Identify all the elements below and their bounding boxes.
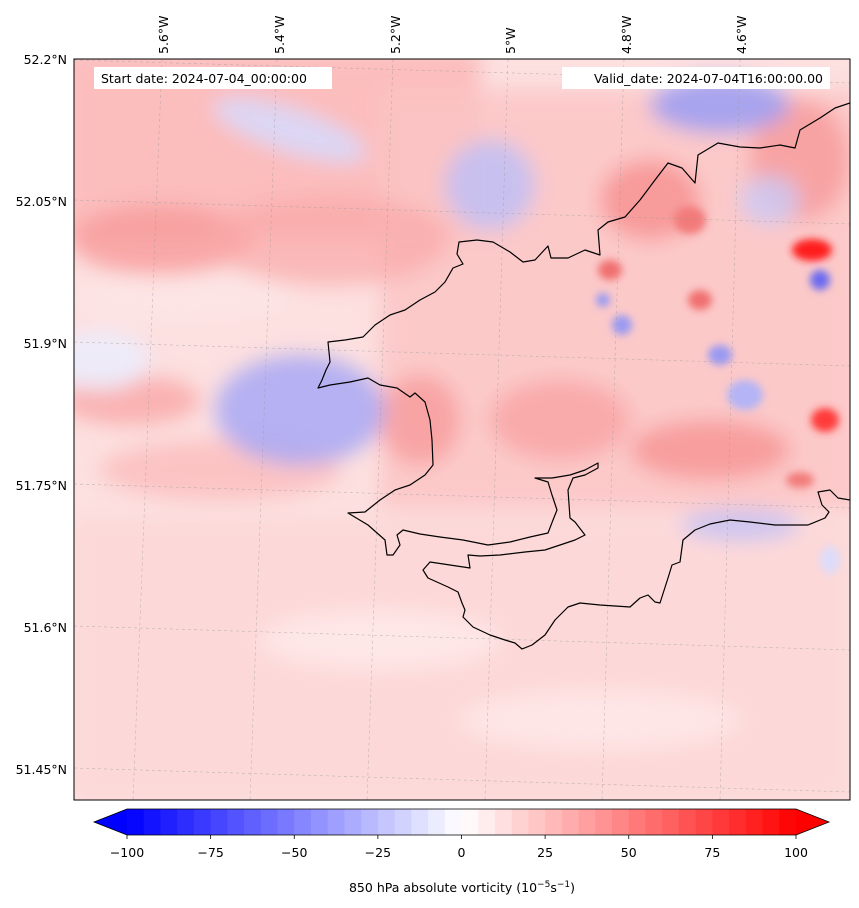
colorbar-swatch <box>578 809 596 835</box>
colorbar-swatch <box>361 809 379 835</box>
colorbar-swatch <box>561 809 579 835</box>
colorbar-swatch <box>344 809 362 835</box>
colorbar-swatch <box>628 809 646 835</box>
colorbar-swatch <box>545 809 563 835</box>
colorbar-swatch <box>645 809 663 835</box>
valid-date-label: Valid_date: 2024-07-04T16:00:00.00 <box>594 71 823 86</box>
lon-label: 4.6°W <box>734 16 749 55</box>
colorbar-swatch <box>511 809 529 835</box>
colorbar-tick-label: −25 <box>365 845 391 860</box>
map-frame <box>73 58 851 801</box>
colorbar-swatch <box>227 809 245 835</box>
colorbar-swatch <box>595 809 613 835</box>
colorbar-tick-label: 100 <box>784 845 808 860</box>
colorbar-swatch <box>193 809 212 835</box>
colorbar-swatch <box>695 809 713 835</box>
colorbar-tick-label: 75 <box>704 845 720 860</box>
lon-label: 5.4°W <box>272 16 287 55</box>
lat-label: 51.6°N <box>24 620 67 635</box>
lat-label: 52.2°N <box>24 52 67 67</box>
lat-label: 51.9°N <box>24 336 67 351</box>
colorbar-tick-label: 25 <box>537 845 553 860</box>
colorbar-swatch <box>411 809 429 835</box>
colorbar-swatch <box>528 809 546 835</box>
colorbar-swatch <box>160 809 178 835</box>
lat-label: 51.75°N <box>16 478 67 493</box>
colorbar-swatch <box>277 809 295 835</box>
colorbar-swatch <box>612 809 630 835</box>
lon-label: 5°W <box>503 27 518 54</box>
colorbar-title: 850 hPa absolute vorticity (10−5s−1) <box>349 880 575 895</box>
colorbar-swatch <box>127 809 145 835</box>
colorbar-swatch <box>461 809 479 835</box>
colorbar-swatch <box>729 809 747 835</box>
colorbar-tick-label: 50 <box>621 845 637 860</box>
colorbar-swatch <box>177 809 195 835</box>
lon-label: 4.8°W <box>619 16 634 55</box>
colorbar-tick-label: −100 <box>110 845 144 860</box>
colorbar-swatch <box>779 809 797 835</box>
start-date-label: Start date: 2024-07-04_00:00:00 <box>101 71 307 86</box>
colorbar-swatch <box>260 809 278 835</box>
colorbar-swatches <box>127 809 797 835</box>
colorbar-swatch <box>444 809 462 835</box>
colorbar-swatch <box>294 809 312 835</box>
latitude-labels: 52.2°N 52.05°N 51.9°N 51.75°N 51.6°N 51.… <box>16 52 67 777</box>
map-panel: Start date: 2024-07-04_00:00:00 Valid_da… <box>16 16 851 801</box>
longitude-labels: 5.6°W 5.4°W 5.2°W 5°W 4.8°W 4.6°W <box>156 16 749 55</box>
colorbar-swatch <box>745 809 763 835</box>
colorbar-swatch <box>143 809 161 835</box>
colorbar-tick-label: −50 <box>281 845 307 860</box>
colorbar-tick-label: 0 <box>458 845 466 860</box>
vorticity-field <box>74 59 850 800</box>
colorbar-ticks: −100 −75 −50 −25 0 25 50 75 100 <box>110 835 808 860</box>
coastline <box>317 102 850 650</box>
colorbar-tick-label: −75 <box>197 845 223 860</box>
lon-label: 5.6°W <box>156 16 171 55</box>
colorbar-swatch <box>478 809 496 835</box>
colorbar-swatch <box>310 809 329 835</box>
colorbar-high-extend <box>796 809 829 835</box>
colorbar-swatch <box>762 809 780 835</box>
colorbar-swatch <box>327 809 345 835</box>
colorbar-swatch <box>377 809 396 835</box>
colorbar-swatch <box>244 809 262 835</box>
valid-date-box: Valid_date: 2024-07-04T16:00:00.00 <box>562 67 830 89</box>
lon-label: 5.2°W <box>388 16 403 55</box>
colorbar-swatch <box>662 809 680 835</box>
colorbar-swatch <box>494 809 513 835</box>
colorbar-swatch <box>394 809 412 835</box>
start-date-box: Start date: 2024-07-04_00:00:00 <box>94 67 332 89</box>
colorbar-swatch <box>428 809 446 835</box>
lat-label: 51.45°N <box>16 762 67 777</box>
colorbar-swatch <box>210 809 228 835</box>
colorbar-low-extend <box>94 809 127 835</box>
lat-label: 52.05°N <box>16 194 67 209</box>
colorbar-swatch <box>678 809 697 835</box>
colorbar-swatch <box>712 809 730 835</box>
colorbar: −100 −75 −50 −25 0 25 50 75 100 850 hPa absolute… <box>92 808 831 895</box>
